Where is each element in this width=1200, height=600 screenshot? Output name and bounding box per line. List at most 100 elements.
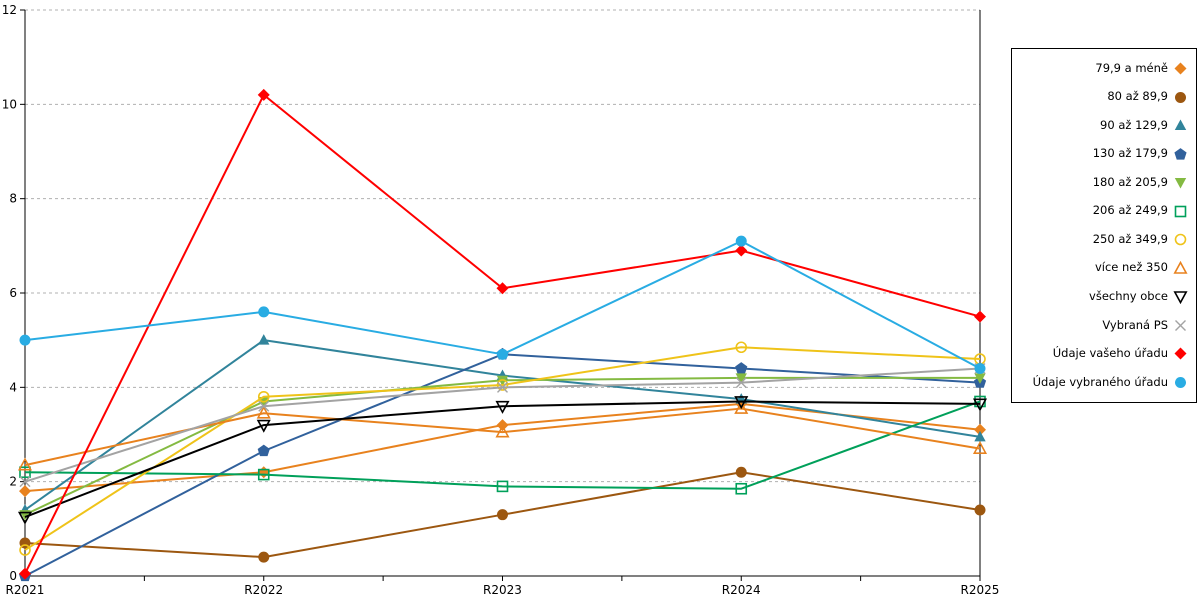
square-open-marker-icon <box>19 466 31 479</box>
triangle-up-open-marker-icon <box>1173 260 1188 274</box>
legend-item: 250 až 349,9 <box>1016 232 1188 247</box>
legend-label: 80 až 89,9 <box>1107 89 1168 104</box>
diamond-filled-marker-icon <box>974 310 986 323</box>
series-5 <box>19 373 986 521</box>
legend-item: Vybraná PS <box>1016 318 1188 333</box>
square-open-legend-icon <box>1174 205 1187 217</box>
legend-item: 130 až 179,9 <box>1016 147 1188 162</box>
x-tick-label: R2025 <box>961 583 1000 597</box>
triangle-up-open-marker-icon <box>17 457 33 471</box>
diamond-filled-marker-icon <box>19 567 31 580</box>
legend-label: 180 až 205,9 <box>1092 174 1168 189</box>
diamond-filled-marker-icon <box>735 244 748 257</box>
circle-open-marker-icon <box>19 544 31 556</box>
y-tick-label: 6 <box>9 286 17 300</box>
x-tick-label: R2022 <box>244 583 283 597</box>
chart-legend: 79,9 a méně 80 až 89,9 90 až 129,9 130 až 1… <box>1011 48 1197 403</box>
diamond-filled-marker-icon <box>1174 347 1187 360</box>
circle-filled-marker-icon <box>735 235 747 247</box>
legend-item: 79,9 a méně <box>1016 61 1188 76</box>
circle-open-marker-icon <box>496 379 509 391</box>
y-tick-label: 4 <box>9 380 17 394</box>
y-tick-label: 0 <box>9 569 17 583</box>
diamond-filled-marker-icon <box>257 88 270 101</box>
triangle-up-open-legend-icon <box>1173 260 1188 274</box>
legend-item: 180 až 205,9 <box>1016 175 1188 190</box>
legend-item: 90 až 129,9 <box>1016 118 1188 133</box>
triangle-down-open-marker-icon <box>17 511 33 525</box>
x-marker-icon <box>258 400 270 412</box>
circle-filled-marker-icon <box>19 334 31 346</box>
diamond-filled-marker-icon <box>496 282 509 295</box>
circle-open-legend-icon <box>1174 233 1187 246</box>
x-marker-icon <box>735 377 747 389</box>
diamond-filled-marker-icon <box>19 485 31 498</box>
circle-filled-legend-icon <box>1175 376 1186 388</box>
line-chart: 0 2 4 6 8 10 12 R2021 R2022 R2023 R2024 R2025 <box>2 3 1000 597</box>
y-tick-label: 12 <box>2 3 17 17</box>
circle-filled-marker-icon <box>1175 376 1186 388</box>
triangle-down-open-marker-icon <box>495 400 510 414</box>
legend-label: 90 až 129,9 <box>1100 117 1168 132</box>
triangle-down-open-marker-icon <box>734 396 749 410</box>
circle-filled-marker-icon <box>974 504 986 516</box>
legend-label: více než 350 <box>1094 260 1168 275</box>
circle-filled-marker-icon <box>258 306 270 318</box>
legend-label: 206 až 249,9 <box>1092 203 1168 218</box>
triangle-up-filled-marker-icon <box>974 430 986 442</box>
diamond-filled-legend-icon <box>1174 347 1187 360</box>
triangle-up-filled-marker-icon <box>1174 119 1187 131</box>
series-line <box>24 400 981 518</box>
triangle-down-filled-marker-icon <box>735 373 747 384</box>
series-line <box>24 346 981 551</box>
x-tick-label: R2023 <box>483 583 522 597</box>
triangle-up-open-marker-icon <box>972 440 988 454</box>
x-marker-icon <box>497 381 508 393</box>
pentagon-filled-marker-icon <box>735 362 748 374</box>
x-tick-label: R2024 <box>722 583 761 597</box>
circle-filled-marker-icon <box>497 509 508 521</box>
x-legend-icon <box>1175 319 1186 331</box>
triangle-down-open-marker-icon <box>1173 291 1188 305</box>
legend-label: 130 až 179,9 <box>1092 146 1168 161</box>
y-tick-label: 2 <box>9 475 17 489</box>
series-9 <box>17 396 988 525</box>
diamond-filled-marker-icon <box>974 423 986 436</box>
circle-open-marker-icon <box>1174 233 1187 246</box>
triangle-down-open-marker-icon <box>256 419 271 433</box>
legend-label: Vybraná PS <box>1102 317 1168 332</box>
legend-label: všechny obce <box>1089 289 1168 303</box>
circle-filled-legend-icon <box>1175 91 1186 103</box>
triangle-up-open-marker-icon <box>495 424 510 438</box>
pentagon-filled-marker-icon <box>257 444 270 457</box>
series-line <box>24 376 980 516</box>
legend-item: 80 až 89,9 <box>1016 90 1188 105</box>
series-11 <box>19 88 986 580</box>
x-marker-icon <box>1175 319 1186 331</box>
y-tick-label: 10 <box>2 97 17 111</box>
series-line <box>24 400 981 490</box>
square-open-marker-icon <box>1174 205 1187 217</box>
legend-label: 250 až 349,9 <box>1092 231 1168 246</box>
circle-open-marker-icon <box>257 390 270 403</box>
legend-item: více než 350 <box>1016 260 1188 276</box>
legend-label: Údaje vašeho úřadu <box>1052 346 1168 361</box>
pentagon-filled-marker-icon <box>1174 147 1187 160</box>
triangle-up-filled-legend-icon <box>1174 119 1187 131</box>
legend-item: Údaje vašeho úřadu <box>1016 346 1188 361</box>
circle-filled-marker-icon <box>1175 91 1186 103</box>
diamond-filled-marker-icon <box>1174 62 1187 75</box>
pentagon-filled-legend-icon <box>1174 147 1187 160</box>
triangle-up-filled-marker-icon <box>258 334 270 345</box>
triangle-down-filled-marker-icon <box>974 373 986 384</box>
circle-open-marker-icon <box>735 341 748 354</box>
y-tick-label: 8 <box>9 192 17 206</box>
square-open-marker-icon <box>735 482 748 495</box>
circle-filled-marker-icon <box>974 362 986 374</box>
square-open-marker-icon <box>257 468 270 481</box>
triangle-up-open-marker-icon <box>256 405 271 419</box>
circle-filled-marker-icon <box>735 466 747 478</box>
triangle-up-open-marker-icon <box>734 400 749 414</box>
diamond-filled-legend-icon <box>1174 62 1187 75</box>
